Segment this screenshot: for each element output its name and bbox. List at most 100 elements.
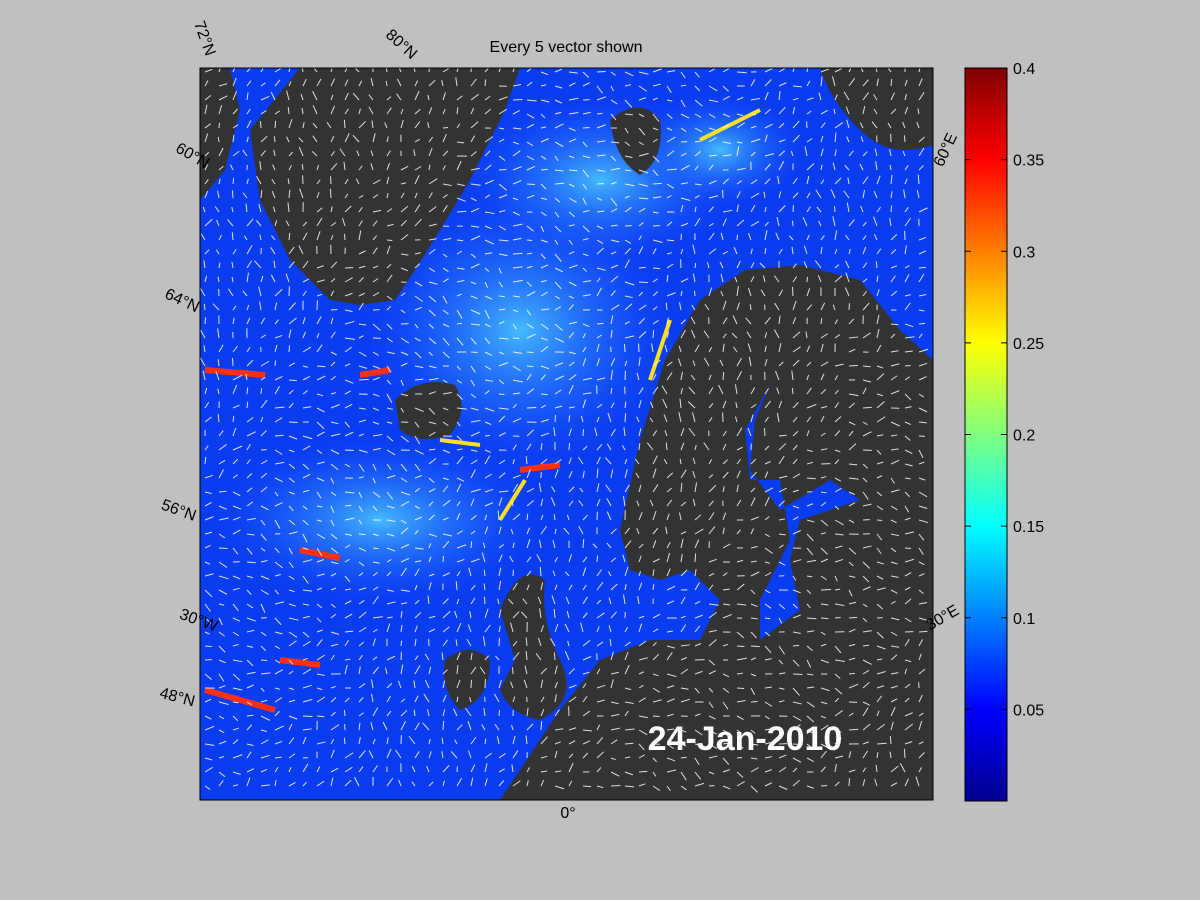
vector [386, 162, 391, 171]
vector [820, 122, 826, 129]
vector [232, 90, 238, 101]
vector [778, 487, 788, 493]
vector [917, 108, 920, 115]
vector [596, 724, 601, 731]
vector [274, 491, 279, 497]
vector [368, 94, 374, 101]
vector [316, 431, 325, 437]
vector [820, 603, 829, 606]
vector [666, 630, 673, 633]
vector [708, 287, 713, 297]
vector [400, 119, 404, 129]
vector [302, 575, 309, 584]
vector [398, 68, 402, 73]
vector [834, 710, 843, 717]
vector [638, 512, 643, 521]
vector [890, 459, 900, 465]
vector [666, 70, 676, 73]
vector [596, 124, 606, 129]
vector [582, 596, 588, 605]
vector [848, 712, 854, 717]
vector [232, 317, 235, 325]
vector [834, 430, 841, 437]
vector [778, 645, 785, 655]
date-label: 24-Jan-2010 [648, 720, 843, 758]
vector [624, 527, 631, 535]
vector [876, 685, 885, 689]
vector [218, 617, 223, 626]
vector [288, 317, 297, 325]
vector [246, 443, 251, 451]
vector [736, 167, 746, 171]
vector [554, 694, 557, 703]
vector [414, 568, 420, 577]
vector [792, 516, 799, 521]
vector [428, 365, 437, 369]
vector [218, 83, 228, 87]
vector [510, 528, 514, 535]
vector [862, 741, 870, 745]
vector [540, 458, 548, 465]
vector [764, 134, 768, 143]
vector [246, 547, 253, 555]
vector [540, 755, 548, 759]
vector [271, 190, 276, 199]
vector [568, 696, 577, 703]
vector [694, 344, 700, 353]
vector [634, 458, 640, 465]
vector [875, 261, 878, 269]
vector [918, 407, 928, 413]
vector [218, 469, 224, 479]
vector [456, 679, 461, 689]
vector [582, 183, 588, 190]
vector [652, 97, 658, 101]
vector [624, 687, 632, 691]
vector [302, 559, 313, 563]
vector [652, 113, 660, 122]
vector [204, 617, 212, 624]
vector [274, 449, 283, 455]
vector [834, 505, 840, 510]
vector [288, 389, 294, 395]
vector [344, 379, 354, 384]
vector [862, 379, 872, 383]
vector [218, 673, 225, 682]
vector [680, 538, 684, 549]
vector [372, 447, 381, 451]
vector [582, 141, 588, 148]
vector [848, 430, 854, 437]
vector [554, 99, 562, 104]
vector [875, 161, 878, 171]
vector [526, 99, 537, 102]
vector [312, 123, 318, 129]
vector [344, 600, 352, 605]
vector [764, 658, 772, 661]
vector [260, 82, 266, 87]
vector [330, 392, 337, 395]
vector [484, 295, 493, 300]
vector [344, 108, 349, 115]
vector [203, 345, 206, 353]
vector [260, 729, 267, 732]
vector [358, 737, 361, 745]
vector [680, 698, 690, 703]
vector [540, 308, 550, 311]
vector [288, 362, 296, 367]
vector [442, 68, 451, 73]
vector [302, 736, 307, 745]
vector [680, 248, 684, 255]
vector [904, 477, 911, 480]
vector [218, 443, 227, 451]
vector [750, 248, 753, 255]
vector [708, 127, 716, 131]
vector [512, 127, 522, 130]
vector [582, 656, 592, 661]
vector [848, 672, 855, 675]
vector [470, 419, 481, 423]
vector [386, 274, 393, 283]
vector [523, 679, 528, 689]
vector [414, 722, 420, 731]
vector [862, 477, 868, 483]
vector [792, 134, 800, 143]
vector [372, 278, 379, 283]
